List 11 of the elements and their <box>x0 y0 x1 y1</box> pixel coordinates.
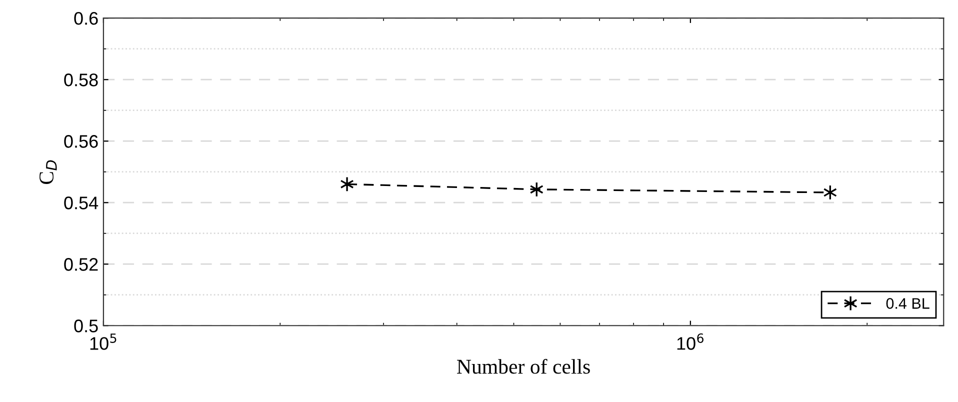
y-tick-label: 0.56 <box>64 135 98 148</box>
x-axis-title: Number of cells <box>457 358 590 374</box>
y-tick-label: 0.58 <box>64 74 98 86</box>
y-tick-label: 0.6 <box>74 12 98 25</box>
x-tick-label: 10$^{5}$ <box>90 334 116 350</box>
x-tick-label: 10$^{6}$ <box>677 333 704 350</box>
legend-label: 0.4 BL <box>886 298 930 309</box>
y-tick-label: 0.52 <box>64 258 98 271</box>
y-tick-label: 0.5 <box>74 320 98 332</box>
y-tick-label: 0.54 <box>64 196 98 210</box>
y-axis-title: C$_{D}$ <box>40 160 57 184</box>
